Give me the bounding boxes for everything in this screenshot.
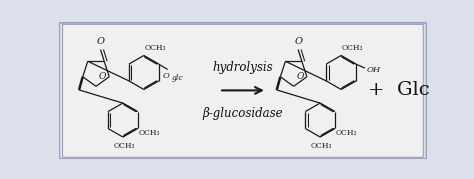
Text: OCH₃: OCH₃	[311, 142, 332, 150]
Text: +  Glc: + Glc	[368, 81, 430, 99]
Text: OH: OH	[367, 66, 381, 74]
Text: OCH₃: OCH₃	[114, 142, 135, 150]
Text: OCH₃: OCH₃	[145, 44, 166, 52]
Text: O: O	[97, 37, 104, 46]
Text: glc: glc	[172, 74, 183, 82]
Text: O: O	[294, 37, 302, 46]
Text: O: O	[99, 72, 106, 81]
Text: O: O	[163, 72, 169, 80]
Text: OCH₃: OCH₃	[139, 129, 160, 137]
Text: OCH₃: OCH₃	[342, 44, 364, 52]
Text: hydrolysis: hydrolysis	[213, 61, 273, 74]
Text: O: O	[297, 72, 304, 81]
FancyBboxPatch shape	[59, 23, 427, 159]
Text: β-glucosidase: β-glucosidase	[202, 107, 283, 120]
FancyBboxPatch shape	[63, 24, 423, 157]
Text: OCH₃: OCH₃	[336, 129, 357, 137]
